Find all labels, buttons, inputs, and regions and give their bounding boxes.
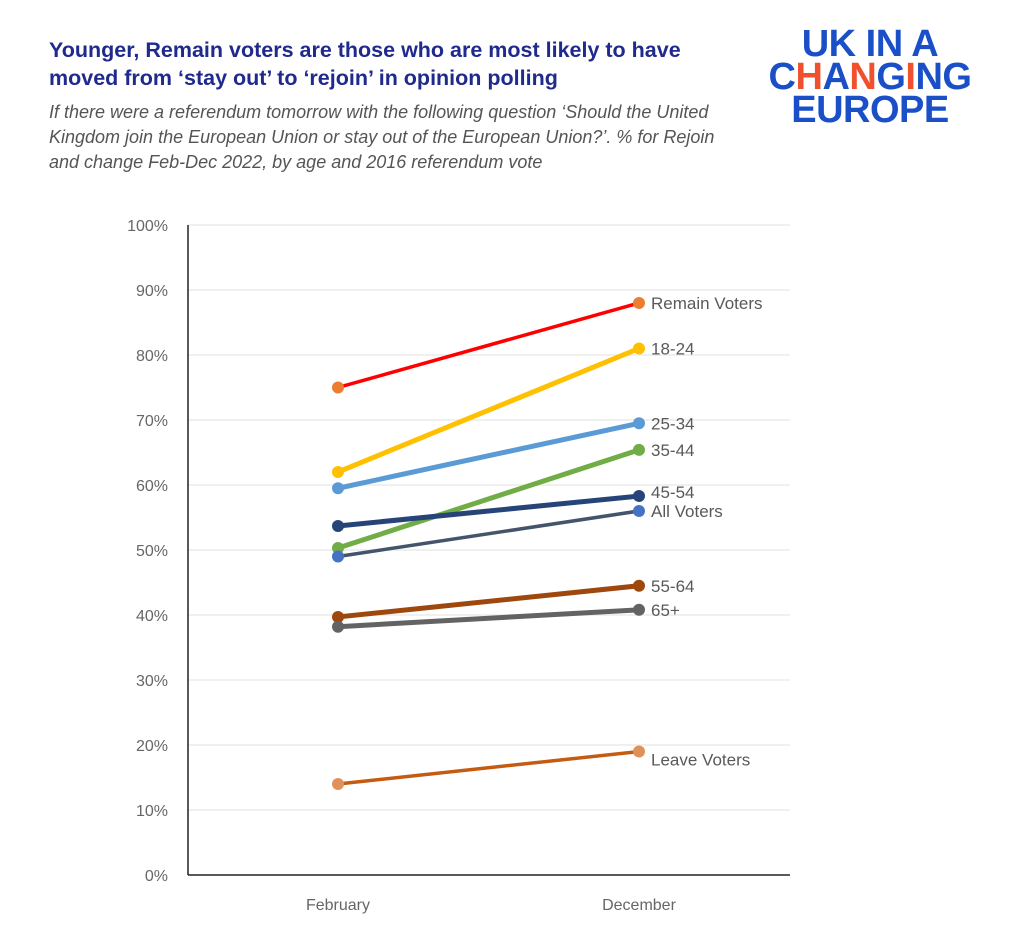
y-tick-label: 10% <box>136 803 168 820</box>
data-point <box>332 542 344 555</box>
series-line <box>337 346 640 475</box>
series-line <box>337 607 640 630</box>
series-line <box>337 447 640 551</box>
data-point <box>633 505 645 517</box>
y-tick-label: 50% <box>136 543 168 560</box>
x-tick-label: December <box>602 897 676 914</box>
y-tick-label: 60% <box>136 478 168 495</box>
data-point <box>633 297 645 309</box>
y-tick-label: 20% <box>136 738 168 755</box>
series-label: 18-24 <box>651 340 694 359</box>
logo: UK IN A CHANGING EUROPE <box>768 23 972 131</box>
y-tick-label: 30% <box>136 673 168 690</box>
data-point <box>633 417 645 430</box>
series-label: 45-54 <box>651 483 694 502</box>
data-point <box>332 620 344 633</box>
data-point <box>332 381 344 394</box>
series-label: All Voters <box>651 502 723 521</box>
series-label: Remain Voters <box>651 294 763 313</box>
data-point <box>332 519 344 532</box>
y-tick-label: 70% <box>136 413 168 430</box>
data-point <box>633 342 645 355</box>
data-point <box>633 490 645 503</box>
series-line <box>337 583 640 620</box>
series-line <box>337 509 640 559</box>
y-tick-label: 100% <box>127 218 168 235</box>
series-line <box>337 301 640 390</box>
series-label: 55-64 <box>651 577 694 596</box>
series-label: 65+ <box>651 601 680 620</box>
y-tick-label: 0% <box>145 868 168 885</box>
data-point <box>332 466 344 478</box>
y-tick-label: 80% <box>136 348 168 365</box>
x-tick-label: February <box>306 897 370 914</box>
data-point <box>332 550 344 563</box>
series-label: 25-34 <box>651 414 694 433</box>
series-label: 35-44 <box>651 441 694 460</box>
data-point <box>332 610 344 623</box>
series-line <box>337 420 640 491</box>
chart-title: Younger, Remain voters are those who are… <box>49 38 681 90</box>
series-line <box>337 749 640 786</box>
data-point <box>633 745 645 758</box>
y-tick-label: 90% <box>136 283 168 300</box>
data-point <box>332 482 344 495</box>
series-line <box>337 493 640 529</box>
data-point <box>332 778 344 790</box>
data-point <box>633 579 645 592</box>
series-label: Leave Voters <box>651 751 750 770</box>
y-tick-label: 40% <box>136 608 168 625</box>
data-point <box>633 603 645 616</box>
data-point <box>633 443 645 456</box>
chart-subtitle: If there were a referendum tomorrow with… <box>49 102 715 172</box>
